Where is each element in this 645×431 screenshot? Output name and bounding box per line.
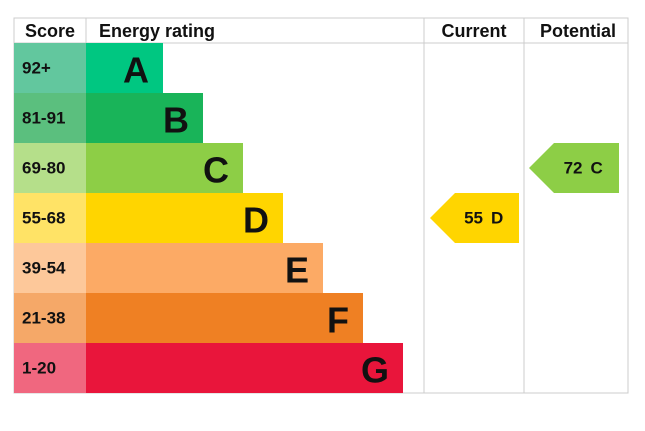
rating-letter: C: [203, 150, 229, 191]
current-score: 55: [464, 209, 483, 228]
score-range: 81-91: [22, 109, 65, 128]
score-cell: [14, 243, 86, 293]
score-cell: [14, 293, 86, 343]
rating-letter: A: [123, 50, 149, 91]
rating-letter: F: [327, 300, 349, 341]
potential-score: 72: [564, 159, 583, 178]
rating-letter: D: [243, 200, 269, 241]
rating-letter: B: [163, 100, 189, 141]
score-range: 39-54: [22, 259, 66, 278]
rating-letter: E: [285, 250, 309, 291]
current-letter: D: [491, 209, 503, 228]
potential-arrow: [529, 143, 619, 193]
score-cell: [14, 43, 86, 93]
score-range: 1-20: [22, 359, 56, 378]
header-potential: Potential: [540, 21, 616, 41]
score-cell: [14, 343, 86, 393]
rating-bar: [86, 93, 203, 143]
rating-bar: [86, 43, 163, 93]
header-current: Current: [441, 21, 506, 41]
rating-bar: [86, 193, 283, 243]
score-cell: [14, 93, 86, 143]
header-rating: Energy rating: [99, 21, 215, 41]
score-range: 21-38: [22, 309, 65, 328]
score-range: 92+: [22, 59, 51, 78]
current-arrow: [430, 193, 519, 243]
rating-letter: G: [361, 350, 389, 391]
rating-bar: [86, 293, 363, 343]
score-range: 55-68: [22, 209, 65, 228]
score-cell: [14, 193, 86, 243]
score-range: 69-80: [22, 159, 65, 178]
score-cell: [14, 143, 86, 193]
potential-letter: C: [591, 159, 603, 178]
rating-bar: [86, 343, 403, 393]
rating-bar: [86, 143, 243, 193]
rating-bar: [86, 243, 323, 293]
header-score: Score: [25, 21, 75, 41]
